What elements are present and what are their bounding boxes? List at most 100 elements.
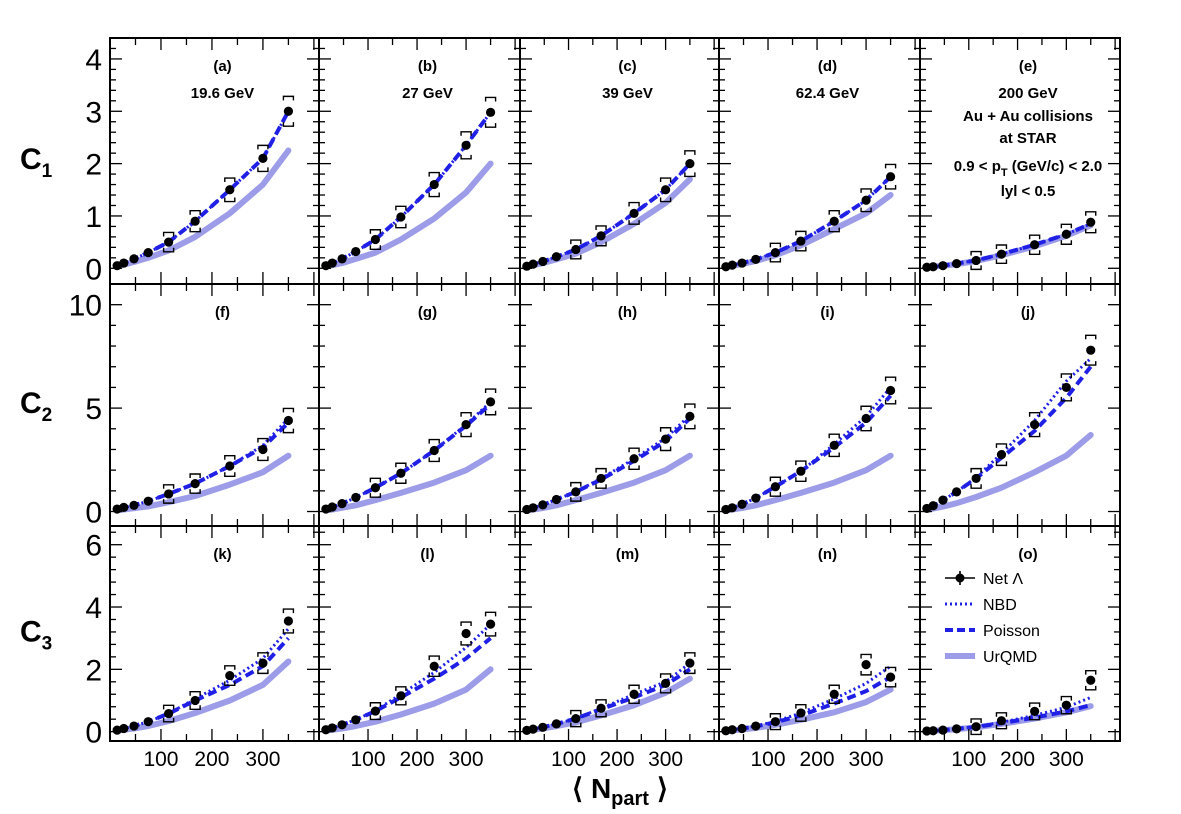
nbd-line <box>926 696 1092 733</box>
syst-bracket-bottom <box>970 730 982 736</box>
y-tick-label: 0 <box>85 717 102 750</box>
net-lambda-point <box>551 252 562 262</box>
net-lambda-point <box>861 660 871 670</box>
panel-id-label: (a) <box>213 58 231 75</box>
row-label-main: C <box>20 387 42 420</box>
x-tick-label: 300 <box>648 748 683 771</box>
net-lambda-point <box>928 726 938 736</box>
syst-bracket-top <box>1028 234 1041 240</box>
syst-bracket-bottom <box>860 207 872 213</box>
net-lambda-point <box>829 689 839 699</box>
net-lambda-point <box>370 483 380 493</box>
panel-id-label: (b) <box>418 58 437 75</box>
panel-energy-label: 27 GeV <box>402 85 453 102</box>
net-lambda-point <box>1061 700 1071 710</box>
net-lambda-point <box>164 708 174 719</box>
syst-bracket-top <box>162 704 175 710</box>
net-lambda-point <box>351 246 361 257</box>
syst-bracket-bottom <box>684 172 696 178</box>
x-axis-title: ⟨ Npart ⟩ <box>572 773 668 810</box>
panel-frame <box>919 525 1121 742</box>
poisson-line <box>116 636 290 733</box>
legend-urqmd-label: UrQMD <box>983 649 1037 666</box>
net-lambda-point <box>396 212 406 222</box>
syst-bracket-bottom <box>224 197 236 203</box>
net-lambda-point <box>971 722 981 732</box>
syst-bracket-bottom <box>995 259 1008 265</box>
syst-bracket-top <box>595 699 607 704</box>
urqmd-line <box>114 147 292 270</box>
panel-id-label: (h) <box>618 304 637 321</box>
net-lambda-point <box>396 468 406 478</box>
syst-bracket-bottom <box>628 699 640 704</box>
row-label-sub: 2 <box>42 405 53 426</box>
syst-bracket-bottom <box>282 628 295 634</box>
syst-bracket-top <box>860 653 872 659</box>
net-lambda-point <box>796 708 806 718</box>
syst-bracket-bottom <box>428 192 440 198</box>
net-lambda-point <box>258 658 268 668</box>
net-lambda-point <box>1061 382 1071 393</box>
net-lambda-point <box>485 397 496 407</box>
syst-bracket-bottom <box>884 184 897 190</box>
net-lambda-point <box>661 185 671 195</box>
panel-b: (b) 27 GeV <box>318 37 521 285</box>
net-lambda-point <box>119 258 129 268</box>
net-lambda-point <box>190 695 200 706</box>
syst-bracket-top <box>684 652 696 657</box>
y-tick-label: 0 <box>85 497 102 530</box>
syst-bracket-top <box>369 477 382 483</box>
panel-energy-label: 62.4 GeV <box>796 85 859 102</box>
net-lambda-point <box>164 237 174 247</box>
syst-bracket-top <box>628 684 640 690</box>
net-lambda-point <box>770 482 780 492</box>
net-lambda-point <box>528 259 538 269</box>
net-lambda-point <box>727 725 737 735</box>
x-tick-label: 300 <box>449 748 484 771</box>
net-lambda-point <box>461 628 471 639</box>
panel-plot-area <box>321 611 497 735</box>
panel-id-label: (e) <box>1019 58 1037 75</box>
panel-e-text: 200 GeV <box>998 85 1057 102</box>
syst-bracket-bottom <box>659 197 672 203</box>
urqmd-line <box>923 432 1094 513</box>
x-axis-title-close: ⟩ <box>657 773 668 804</box>
panel-f: (f) <box>109 283 320 527</box>
net-lambda-point <box>327 723 337 733</box>
syst-bracket-bottom <box>659 688 672 694</box>
syst-bracket-bottom <box>282 428 295 434</box>
net-lambda-point <box>829 216 839 226</box>
net-lambda-point <box>225 670 235 681</box>
x-axis-title-open: ⟨ <box>572 773 583 804</box>
syst-bracket-bottom <box>828 227 840 233</box>
panel-energy-label: 39 GeV <box>602 85 653 102</box>
panel-e-rapidity: lyl < 0.5 <box>1001 183 1056 200</box>
net-lambda-point <box>751 254 761 264</box>
net-lambda-point <box>571 244 581 255</box>
syst-bracket-bottom <box>828 452 840 458</box>
syst-bracket-bottom <box>369 245 382 250</box>
row-label-sub: 1 <box>42 161 53 182</box>
net-lambda-point <box>596 231 606 241</box>
panel-id-label: (f) <box>215 304 230 321</box>
net-lambda-point <box>190 216 200 226</box>
nbd-line <box>526 162 691 268</box>
net-lambda-point <box>461 420 471 430</box>
syst-bracket-bottom <box>162 717 175 723</box>
y-tick-label: 4 <box>85 592 102 625</box>
panel-plot-area <box>112 407 295 514</box>
panel-id-label: (n) <box>818 546 837 563</box>
syst-bracket-top <box>970 250 982 256</box>
panel-id-label: (g) <box>418 304 437 321</box>
syst-bracket-top <box>257 437 269 443</box>
net-lambda-point <box>429 661 439 671</box>
x-tick-label: 200 <box>400 748 435 771</box>
net-lambda-point <box>1061 229 1071 239</box>
net-lambda-point <box>571 713 581 724</box>
net-lambda-point <box>951 724 962 734</box>
syst-bracket-bottom <box>769 257 782 263</box>
net-lambda-point <box>143 496 153 506</box>
poisson-line <box>526 416 692 512</box>
x-tick-label: 200 <box>1000 748 1035 771</box>
